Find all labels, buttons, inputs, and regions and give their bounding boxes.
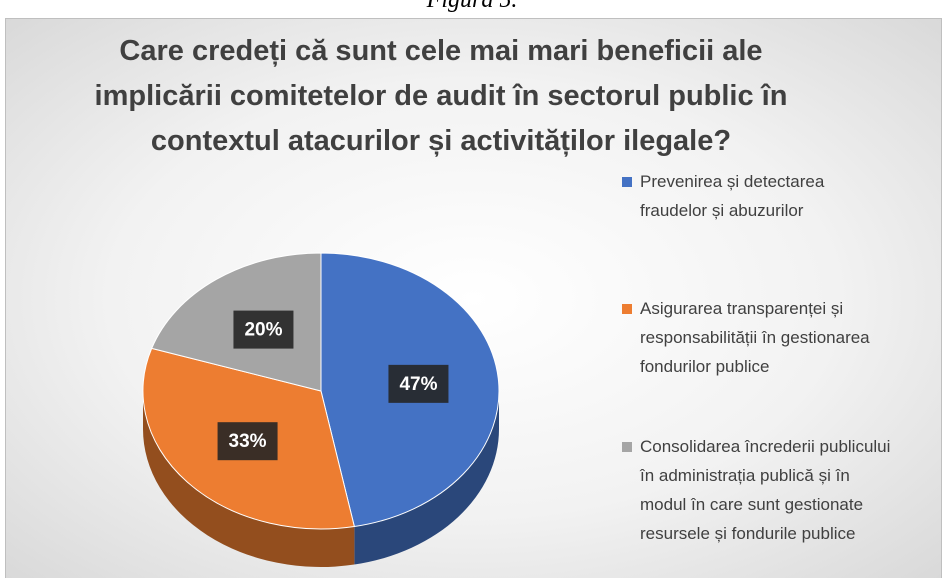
- data-label-box: [233, 310, 294, 349]
- legend-label: Consolidarea încrederii publicului în ad…: [640, 437, 891, 543]
- legend-swatch: [622, 304, 632, 314]
- legend-entry: Prevenirea și detectarea fraudelor și ab…: [622, 167, 894, 225]
- pie-area: 47% 33% 20%: [142, 252, 500, 567]
- chart: 47% 33% 20% Care credeți că sunt cele mai …: [5, 18, 942, 578]
- legend-entry: Asigurarea transparenței și responsabili…: [622, 294, 894, 381]
- slice-side: [143, 391, 355, 567]
- figure-caption: Figura 5.: [426, 0, 518, 13]
- data-label-box: [388, 364, 449, 403]
- legend-swatch: [622, 177, 632, 187]
- legend-label: Asigurarea transparenței și responsabili…: [640, 299, 870, 376]
- data-label: 47%: [399, 374, 437, 395]
- slice-side: [354, 391, 499, 565]
- data-label: 33%: [229, 431, 267, 452]
- legend-entry: Consolidarea încrederii publicului în ad…: [622, 432, 894, 548]
- chart-title: Care credeți că sunt cele mai mari benef…: [94, 35, 788, 157]
- legend-swatch: [622, 442, 632, 452]
- legend-label: Prevenirea și detectarea fraudelor și ab…: [640, 172, 825, 220]
- data-label: 20%: [244, 320, 282, 341]
- data-label-box: [217, 422, 278, 461]
